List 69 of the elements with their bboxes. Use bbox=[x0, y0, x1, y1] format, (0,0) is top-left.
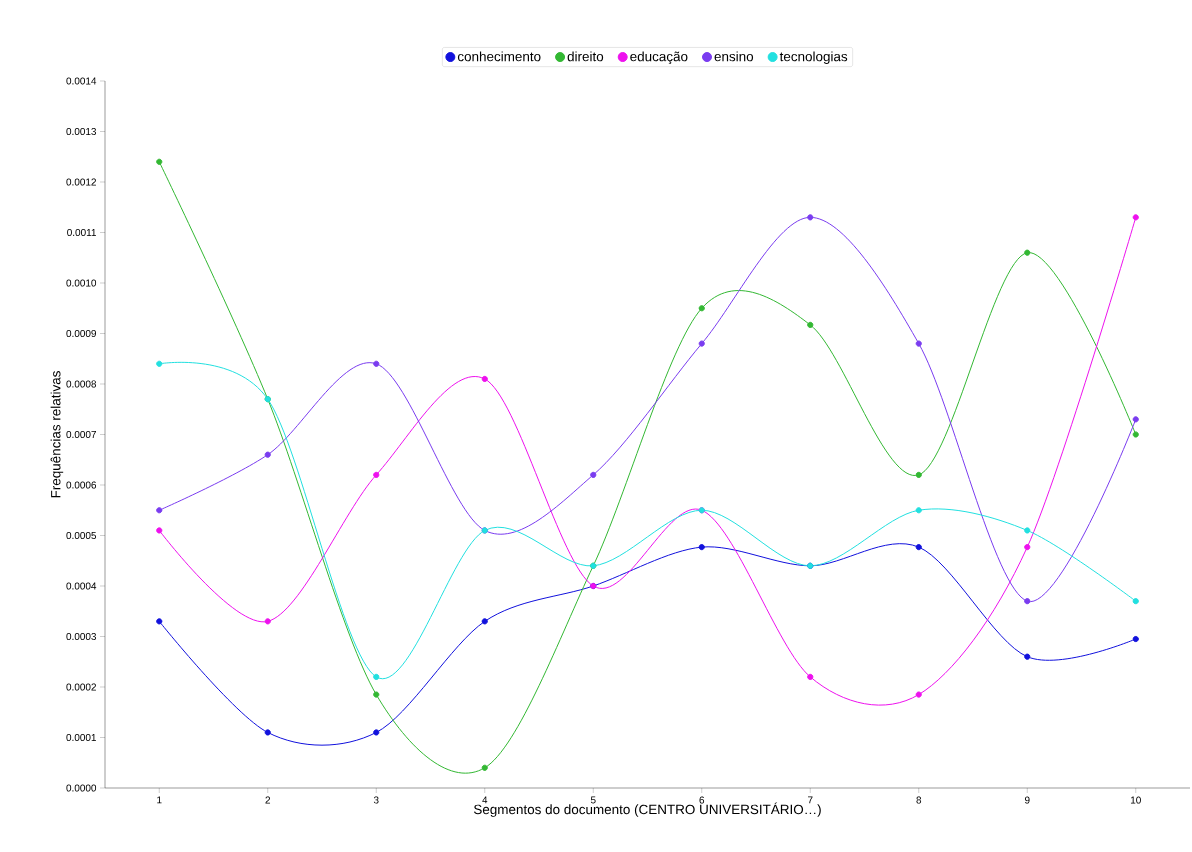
point bbox=[156, 360, 163, 367]
point bbox=[373, 729, 380, 736]
y-tick-label: 0.0007 bbox=[66, 430, 96, 439]
point bbox=[698, 305, 705, 312]
y-tick-label: 0.0004 bbox=[66, 582, 97, 590]
x-tick-label: 7 bbox=[808, 796, 813, 804]
point bbox=[915, 471, 922, 478]
point bbox=[1024, 598, 1031, 605]
point bbox=[1024, 544, 1031, 551]
point bbox=[807, 321, 814, 329]
y-tick-label: 0.0002 bbox=[66, 683, 96, 691]
point bbox=[915, 340, 922, 347]
point bbox=[264, 729, 271, 736]
legend-label: direito bbox=[567, 51, 604, 62]
point bbox=[807, 214, 814, 221]
point bbox=[373, 673, 380, 680]
y-tick-label: 0.0012 bbox=[66, 178, 96, 186]
point bbox=[807, 673, 814, 680]
y-tick-label: 0.0014 bbox=[66, 77, 97, 85]
point bbox=[481, 375, 488, 383]
x-tick-label: 2 bbox=[265, 796, 271, 804]
point bbox=[156, 618, 163, 625]
legend-label: educação bbox=[630, 51, 688, 65]
point bbox=[1132, 416, 1139, 423]
point bbox=[698, 544, 705, 551]
point bbox=[373, 471, 380, 478]
legend-label: conhecimento bbox=[457, 51, 541, 62]
point bbox=[264, 618, 271, 625]
y-axis-title: Frequências relativas bbox=[50, 371, 64, 498]
x-tick-label: 8 bbox=[916, 796, 922, 804]
x-tick-label: 5 bbox=[590, 796, 596, 804]
point bbox=[373, 360, 380, 367]
point bbox=[156, 158, 163, 165]
y-tick-label: 0.0006 bbox=[66, 481, 97, 489]
point bbox=[915, 691, 922, 698]
point bbox=[481, 764, 488, 771]
point bbox=[698, 340, 705, 347]
x-tick-label: 6 bbox=[699, 796, 705, 804]
y-tick-label: 0.0008 bbox=[66, 380, 97, 388]
y-tick-label: 0.0010 bbox=[66, 279, 97, 287]
point bbox=[1132, 431, 1139, 438]
x-tick-label: 9 bbox=[1024, 796, 1030, 804]
point bbox=[915, 544, 922, 551]
point bbox=[1024, 653, 1031, 660]
x-tick-label: 10 bbox=[1130, 796, 1141, 804]
point bbox=[156, 507, 163, 514]
y-tick-label: 0.0003 bbox=[66, 632, 97, 641]
point bbox=[590, 471, 597, 478]
legend-label: tecnologias bbox=[779, 51, 848, 64]
x-tick-label: 4 bbox=[482, 796, 488, 804]
y-tick-label: 0.0001 bbox=[66, 733, 96, 742]
y-tick-label: 0.0011 bbox=[67, 228, 96, 237]
point bbox=[156, 527, 163, 534]
x-tick-label: 3 bbox=[373, 796, 379, 804]
point bbox=[1024, 527, 1031, 534]
point bbox=[264, 451, 271, 458]
y-tick-label: 0.0013 bbox=[66, 127, 97, 136]
point bbox=[1132, 214, 1139, 221]
point bbox=[481, 618, 488, 625]
point bbox=[1132, 635, 1139, 643]
legend-label: ensino bbox=[714, 51, 754, 62]
x-tick-label: 1 bbox=[157, 796, 162, 804]
y-tick-label: 0.0000 bbox=[66, 784, 97, 792]
y-tick-label: 0.0005 bbox=[66, 531, 97, 540]
point bbox=[1024, 249, 1031, 256]
y-tick-label: 0.0009 bbox=[66, 329, 97, 338]
point bbox=[373, 691, 380, 698]
point bbox=[915, 507, 922, 514]
point bbox=[1132, 598, 1139, 605]
